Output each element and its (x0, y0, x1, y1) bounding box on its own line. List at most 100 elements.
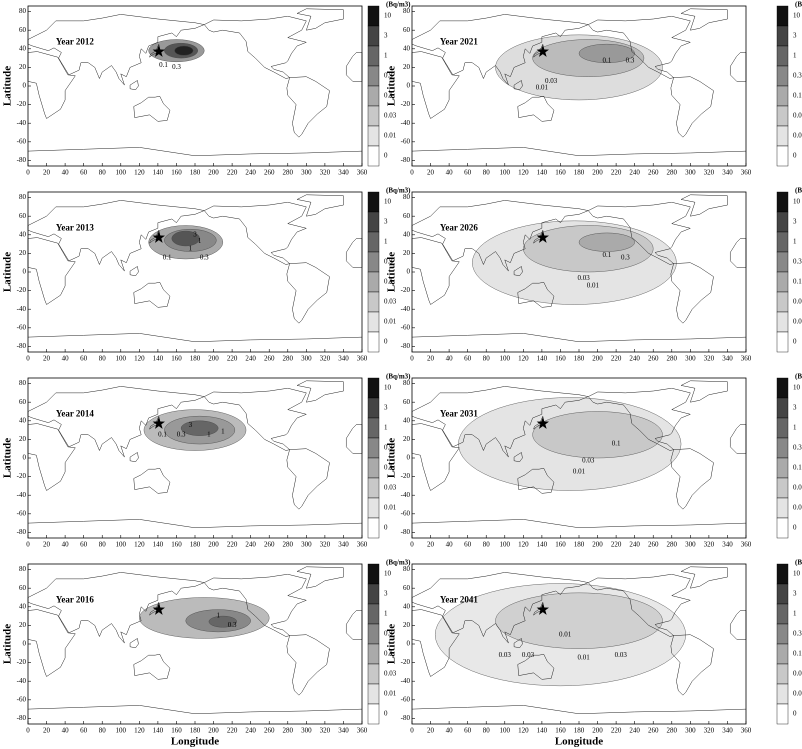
coastline (27, 51, 76, 119)
x-axis-label: Longitude (555, 736, 603, 748)
colorbar-box (367, 703, 380, 725)
x-tick-label: 220 (611, 169, 622, 177)
x-tick-label: 320 (320, 169, 331, 177)
coastline (670, 76, 714, 138)
x-tick-label: 100 (500, 355, 511, 363)
colorbar-label: 0.03 (384, 298, 397, 306)
y-tick-label: 0 (23, 640, 27, 648)
y-axis-label: Latitude (386, 66, 398, 106)
coastline (286, 262, 330, 324)
colorbar-label: 3 (793, 590, 797, 598)
x-tick-label: 340 (722, 727, 733, 735)
contour-label: 0.03 (499, 651, 512, 659)
colorbar-label: 0.03 (793, 670, 802, 678)
y-tick-label: 80 (19, 7, 27, 15)
coastline (203, 201, 308, 265)
y-tick-label: -80 (401, 528, 411, 536)
x-tick-label: 220 (611, 541, 622, 549)
colorbar-box (776, 663, 789, 685)
contour-label: 1 (221, 428, 225, 436)
colorbar-box (367, 683, 380, 705)
colorbar-label: 10 (384, 570, 392, 578)
x-tick-label: 300 (301, 355, 312, 363)
coastline (27, 333, 363, 343)
x-tick-label: 60 (80, 727, 88, 735)
y-tick-label: -80 (17, 156, 27, 164)
x-tick-label: 200 (208, 727, 219, 735)
concentration-area (495, 592, 663, 649)
colorbar-label: 0.01 (793, 132, 802, 140)
x-tick-label: 60 (80, 169, 88, 177)
colorbar-label: 0.03 (384, 670, 397, 678)
colorbar-label: 0.1 (793, 92, 802, 100)
coastline (27, 609, 76, 677)
y-tick-label: -60 (17, 509, 27, 517)
y-tick-label: 20 (19, 63, 27, 71)
colorbar-box (776, 311, 789, 333)
x-tick-label: 280 (283, 541, 294, 549)
y-tick-label: -80 (401, 156, 411, 164)
y-tick-label: 40 (19, 230, 27, 238)
y-tick-label: 60 (403, 212, 411, 220)
coastline (680, 380, 728, 403)
x-tick-label: 200 (592, 727, 603, 735)
coastline (587, 201, 692, 265)
y-tick-label: -20 (401, 100, 411, 108)
colorbar-label: 0.1 (384, 92, 393, 100)
colorbar-box (367, 125, 380, 147)
coastline (27, 237, 76, 305)
x-tick-label: 0 (26, 355, 30, 363)
coastline (27, 386, 206, 458)
x-tick-label: 40 (62, 355, 70, 363)
x-tick-label: 0 (26, 727, 30, 735)
y-tick-label: 20 (403, 249, 411, 257)
x-tick-label: 280 (283, 727, 294, 735)
x-tick-label: 260 (648, 727, 659, 735)
x-tick-label: 140 (153, 355, 164, 363)
contour-label: 0.1 (158, 430, 167, 438)
colorbar-box (776, 457, 789, 479)
x-tick-label: 360 (357, 727, 368, 735)
y-tick-label: -60 (401, 509, 411, 517)
concentration-area (180, 420, 219, 436)
x-tick-label: 60 (464, 169, 472, 177)
source-star (536, 231, 549, 243)
x-tick-label: 160 (171, 541, 182, 549)
colorbar-label: 0.01 (384, 318, 397, 326)
y-tick-label: 60 (403, 398, 411, 406)
coastline (411, 147, 747, 157)
x-tick-label: 260 (648, 541, 659, 549)
colorbar-box (367, 663, 380, 685)
y-tick-label: 20 (19, 249, 27, 257)
colorbar-label: 3 (384, 218, 388, 226)
concentration-area (174, 45, 194, 56)
y-tick-label: 60 (19, 584, 27, 592)
y-tick-label: -60 (401, 695, 411, 703)
colorbar-label: 1 (384, 52, 388, 60)
colorbar-box (367, 377, 380, 399)
colorbar-box (367, 25, 380, 47)
y-tick-label: 0 (23, 268, 27, 276)
x-tick-label: 120 (134, 169, 145, 177)
x-tick-label: 140 (537, 541, 548, 549)
colorbar-label: 0.3 (384, 630, 393, 638)
contour-label: 0.1 (163, 254, 172, 262)
y-tick-label: 80 (403, 193, 411, 201)
x-tick-label: 240 (629, 727, 640, 735)
x-tick-label: 280 (283, 169, 294, 177)
x-tick-label: 20 (427, 727, 435, 735)
map-frame (28, 192, 362, 352)
coastline (587, 387, 692, 451)
x-tick-label: 120 (518, 541, 529, 549)
y-tick-label: -20 (17, 472, 27, 480)
colorbar-box (776, 125, 789, 147)
contour-label: 0.1 (159, 61, 168, 69)
colorbar-box (776, 85, 789, 107)
concentration-area (208, 615, 237, 628)
panel-title: Year 2021 (440, 36, 479, 46)
colorbar-label: 10 (793, 384, 801, 392)
y-tick-label: 20 (403, 63, 411, 71)
colorbar-box (367, 583, 380, 605)
y-tick-label: 40 (403, 230, 411, 238)
panel-title: Year 2016 (56, 594, 95, 604)
